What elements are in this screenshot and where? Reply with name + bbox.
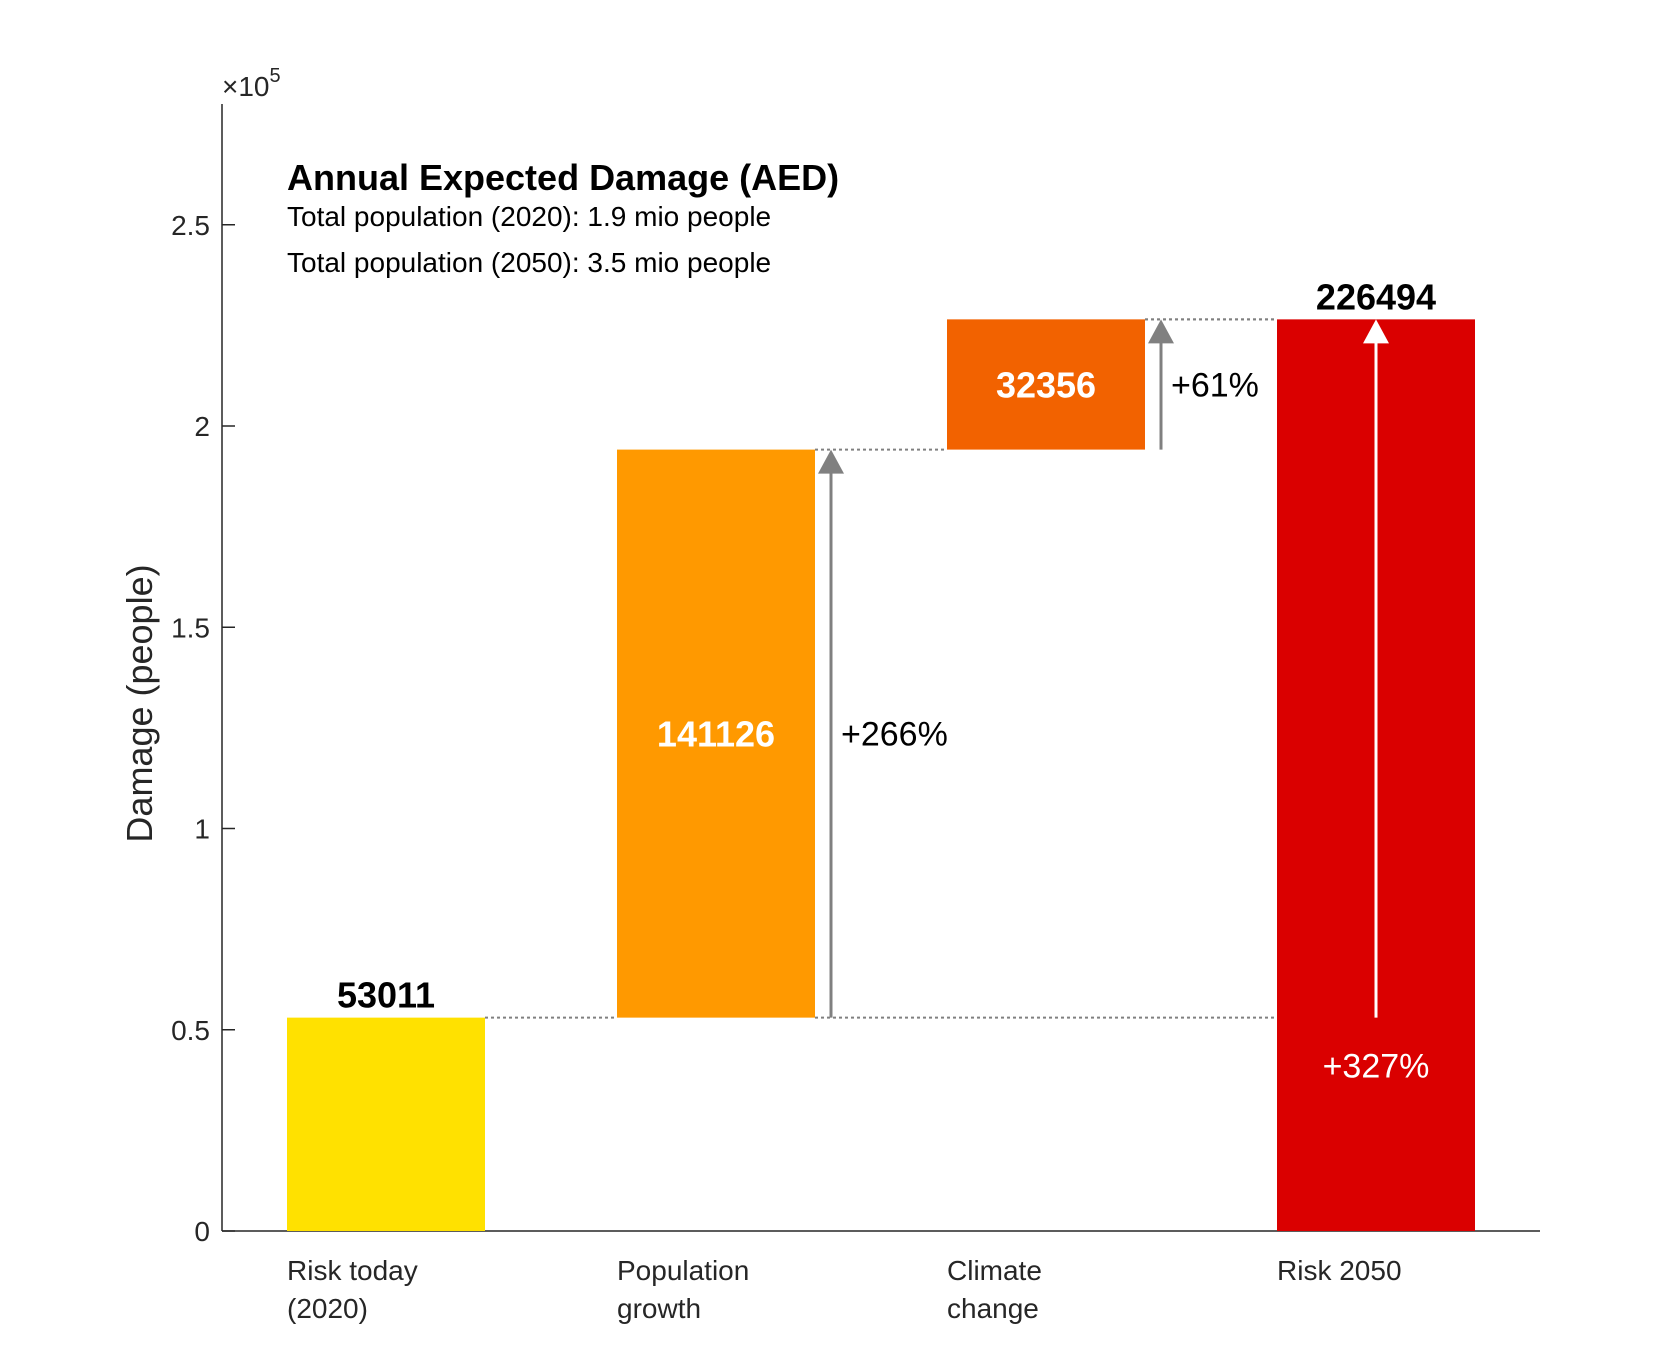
chart-subtitle-line: Total population (2020): 1.9 mio people	[287, 201, 771, 232]
category-label: change	[947, 1293, 1039, 1324]
chart-title: Annual Expected Damage (AED)	[287, 157, 839, 198]
y-tick-label: 1.5	[171, 612, 210, 643]
category-label: Climate	[947, 1255, 1042, 1286]
connector-lines	[485, 318, 1475, 1019]
bar	[947, 319, 1145, 450]
bar	[287, 1017, 485, 1231]
change-arrow-head	[1363, 319, 1389, 344]
y-exponent-power: 5	[270, 65, 281, 87]
y-tick-label: 2	[194, 411, 210, 442]
chart-subtitle-line: Total population (2050): 3.5 mio people	[287, 247, 771, 278]
y-axis-label: Damage (people)	[119, 564, 160, 842]
y-tick-label: 2.5	[171, 210, 210, 241]
change-percent-label: +327%	[1323, 1048, 1430, 1086]
category-label: Population	[617, 1255, 749, 1286]
change-arrow-head	[818, 449, 844, 474]
y-tick-label: 1	[194, 814, 210, 845]
bar-value-label: 53011	[337, 975, 435, 1016]
y-tick-label: 0	[194, 1216, 210, 1247]
labels: Annual Expected Damage (AED)Total popula…	[287, 157, 1436, 1324]
y-exponent-label: ×105	[222, 65, 281, 102]
bar	[617, 449, 815, 1018]
category-label: growth	[617, 1293, 701, 1324]
bar-value-label: 141126	[657, 714, 775, 755]
change-percent-label: +266%	[841, 716, 948, 754]
y-tick-label: 0.5	[171, 1015, 210, 1046]
bar-value-label: 226494	[1316, 276, 1436, 317]
category-label: Risk today	[287, 1255, 418, 1286]
category-label: (2020)	[287, 1293, 368, 1324]
axes: 0 0.5 1 1.5 2 2.5 ×105 Damage (people)	[119, 65, 1540, 1247]
bars	[287, 319, 1475, 1231]
change-percent-label: +61%	[1171, 366, 1259, 404]
bar-value-label: 32356	[996, 364, 1096, 405]
change-arrow-head	[1148, 319, 1174, 344]
category-label: Risk 2050	[1277, 1255, 1402, 1286]
change-arrows	[818, 319, 1389, 1018]
